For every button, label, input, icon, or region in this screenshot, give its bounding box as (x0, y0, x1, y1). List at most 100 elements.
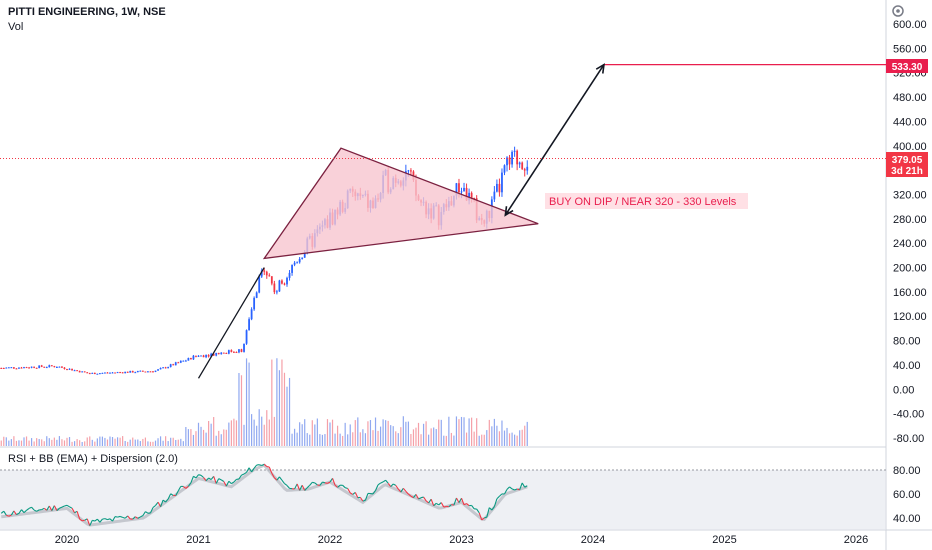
rsi-segment (241, 473, 245, 476)
candle-body (463, 187, 465, 192)
volume-bar (476, 418, 478, 446)
candle-body (172, 364, 175, 366)
candle-body (10, 367, 13, 369)
volume-bar (514, 434, 516, 446)
symmetrical-triangle[interactable] (262, 147, 539, 260)
rsi-segment (109, 518, 113, 522)
rsi-segment (59, 506, 63, 509)
candle-body (513, 150, 516, 152)
impulse-trendline[interactable] (197, 267, 265, 379)
rsi-segment (410, 495, 414, 499)
rsi-axis[interactable]: 80.00 60.00 40.00 (893, 465, 921, 525)
volume-bar (71, 441, 73, 446)
volume-bar (278, 370, 281, 446)
volume-bar (58, 436, 61, 446)
candle-body (157, 369, 159, 371)
rsi-segment (408, 493, 412, 497)
rsi-segment (165, 498, 169, 503)
candle-body (45, 367, 48, 369)
settings-gear-icon[interactable] (892, 5, 904, 17)
candle-body (301, 257, 304, 259)
volume-bar (144, 437, 146, 446)
rsi-segment (385, 479, 389, 484)
candle-body (253, 297, 256, 310)
rsi-segment (142, 511, 146, 516)
candle-body (12, 367, 15, 369)
target-price-tag: 533.30 (886, 59, 928, 73)
rsi-segment (322, 481, 326, 484)
price-tick-label: 480.00 (893, 92, 927, 104)
rsi-segment (377, 482, 381, 486)
volume-bar (185, 427, 187, 446)
rsi-segment (69, 506, 73, 509)
candle-body (28, 367, 30, 369)
volume-bar (94, 441, 96, 446)
volume-bar (379, 426, 382, 446)
volume-bar (157, 438, 159, 446)
volume-bar (149, 441, 152, 446)
rsi-segment (6, 514, 10, 517)
volume-bar (180, 438, 182, 446)
volume-bar (508, 433, 511, 446)
volume-bar (417, 422, 420, 446)
volume-bar (524, 425, 526, 446)
price-tick-label: -40.00 (893, 409, 924, 421)
candle-body (508, 157, 511, 165)
volume-bar (127, 441, 129, 446)
projection-arrow[interactable] (504, 64, 605, 216)
rsi-segment (440, 502, 445, 508)
volume-bar (483, 434, 485, 446)
rsi-segment (195, 474, 199, 479)
volume-bar (336, 425, 339, 446)
volume-bar (397, 433, 399, 446)
candle-body (215, 352, 218, 356)
candle-body (147, 371, 149, 373)
volume-bar (51, 439, 53, 446)
rsi-segment (493, 498, 498, 507)
rsi-segment (415, 494, 419, 500)
volume-bar (240, 375, 243, 446)
candle-body (291, 264, 293, 273)
rsi-segment (79, 518, 83, 522)
rsi-segment (405, 490, 409, 495)
rsi-segment (324, 482, 328, 484)
volume-bar (122, 436, 124, 446)
rsi-segment (140, 515, 144, 518)
rsi-segment (114, 516, 118, 518)
rsi-segment (233, 479, 237, 483)
volume-bar (288, 377, 291, 446)
candle-body (124, 371, 127, 374)
candle-body (96, 373, 99, 375)
rsi-segment (28, 506, 32, 509)
candle-body (200, 355, 202, 357)
time-axis[interactable]: 2020 2021 2022 2023 2024 2025 2026 (55, 534, 868, 546)
buy-annotation: BUY ON DIP / NEAR 320 - 330 Levels (545, 193, 748, 209)
volume-bar (134, 439, 136, 446)
volume-label: Vol (8, 21, 23, 33)
volume-bar (208, 420, 210, 446)
rsi-segment (124, 515, 129, 519)
volume-bar (3, 436, 5, 446)
candle-body (248, 319, 250, 331)
rsi-segment (177, 486, 182, 492)
rsi-segment (397, 488, 402, 493)
candle-body (33, 366, 36, 368)
volume-bar (256, 425, 258, 446)
rsi-segment (286, 485, 290, 489)
rsi-tick-label: 80.00 (893, 465, 921, 477)
rsi-segment (347, 488, 351, 494)
volume-bar (465, 432, 468, 446)
candle-body (303, 252, 306, 258)
rsi-segment (511, 488, 515, 491)
rsi-segment (53, 505, 58, 511)
rsi-segment (104, 518, 108, 521)
candle-body (518, 162, 521, 165)
rsi-segment (392, 483, 397, 486)
rsi-segment (8, 514, 12, 517)
price-axis[interactable]: 600.00560.00520.00480.00440.00400.00360.… (893, 19, 927, 445)
volume-bar (372, 430, 374, 446)
volume-bar (84, 441, 86, 446)
rsi-segment (21, 509, 25, 514)
volume-bar (46, 436, 48, 446)
time-tick-label: 2022 (318, 534, 342, 546)
